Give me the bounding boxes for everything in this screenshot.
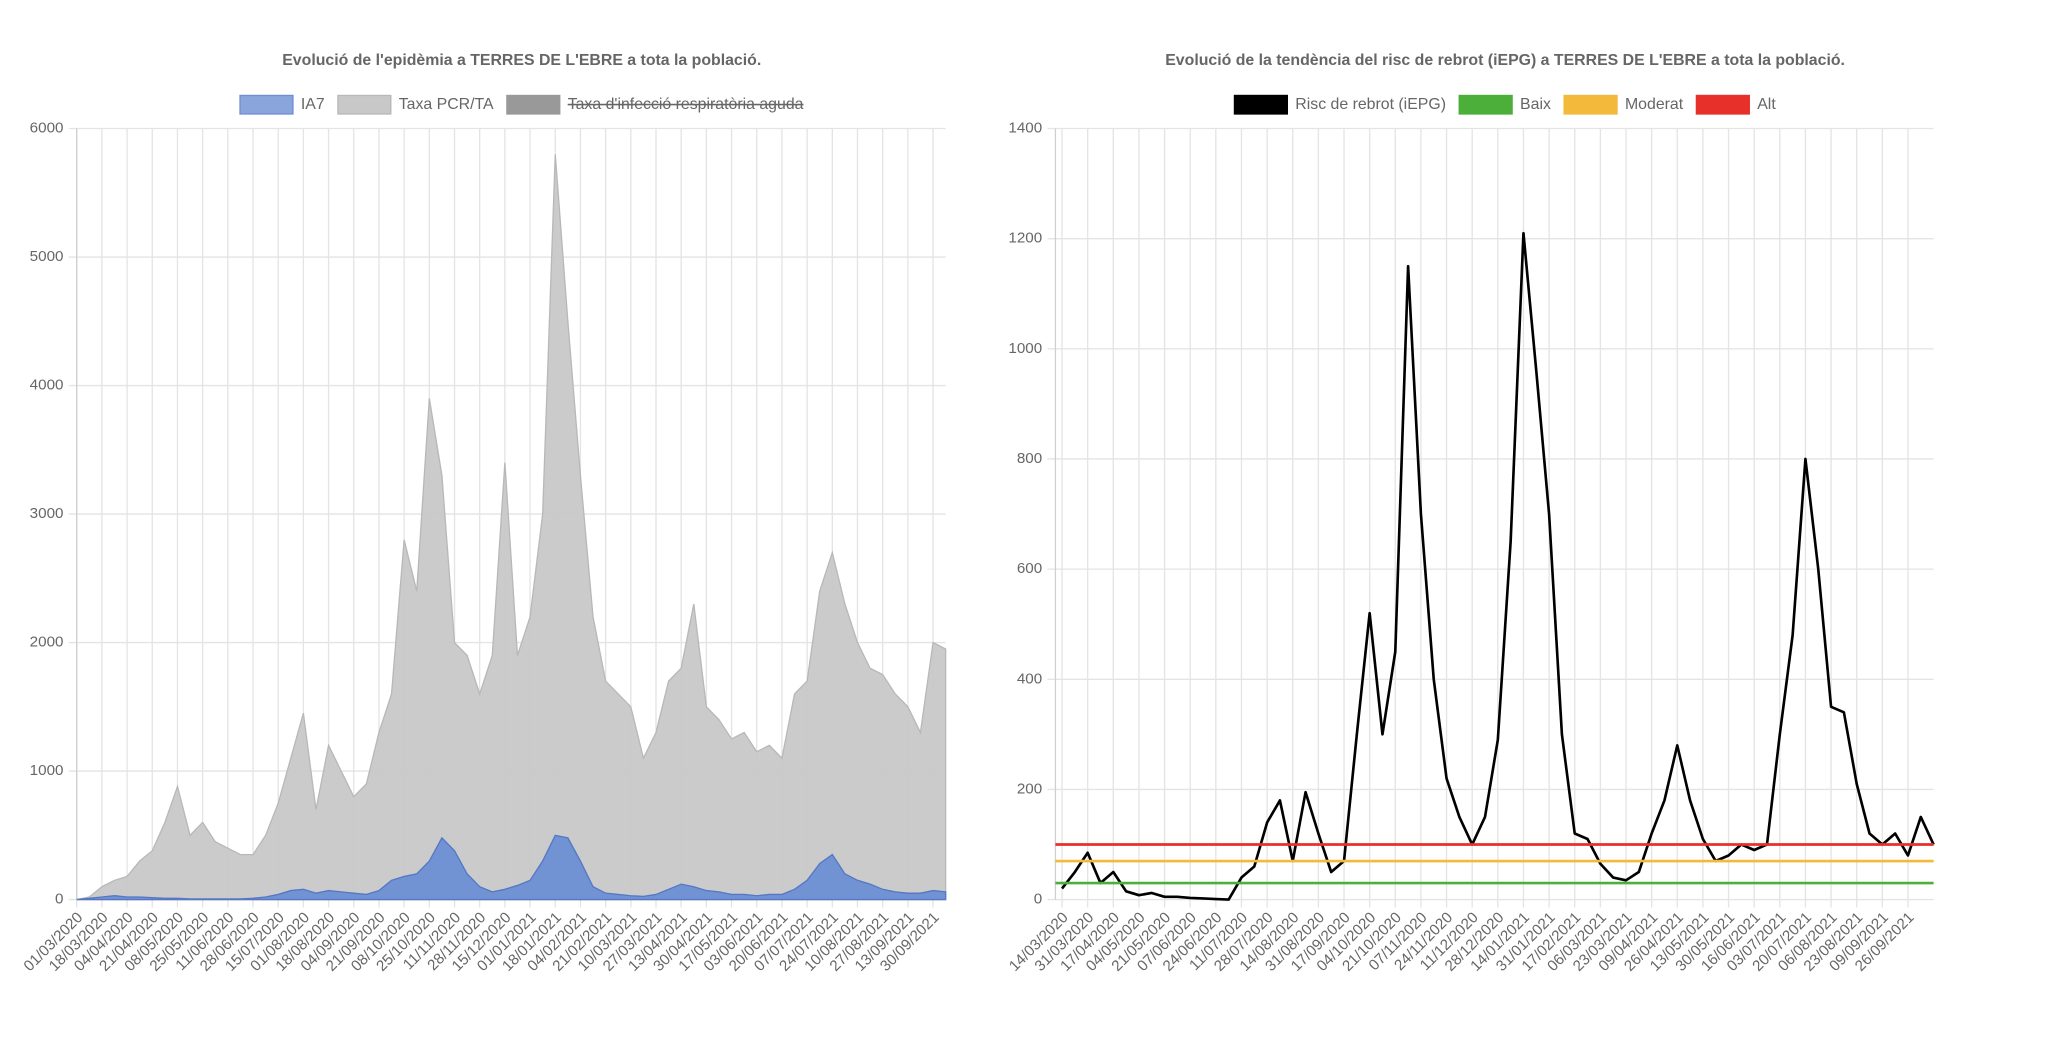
chart-panel: Evolució de la tendència del risc de reb… xyxy=(1006,52,1935,975)
legend-label: Alt xyxy=(1757,96,1776,113)
line xyxy=(1060,231,1935,901)
chart-panel: Evolució de l'epidèmia a TERRES DE L'EBR… xyxy=(21,52,947,975)
legend-swatch xyxy=(1563,94,1618,115)
y-tick-label: 2000 xyxy=(30,634,64,651)
legend-label: Taxa PCR/TA xyxy=(399,96,494,113)
y-tick-label: 0 xyxy=(1034,891,1042,908)
legend-swatch xyxy=(1695,94,1750,115)
legend-swatch xyxy=(1233,94,1289,115)
legend-label: Risc de rebrot (iEPG) xyxy=(1295,96,1446,113)
y-tick-label: 3000 xyxy=(30,505,64,522)
legend-swatch xyxy=(239,94,294,115)
legend-swatch xyxy=(337,94,392,115)
chart-title: Evolució de la tendència del risc de reb… xyxy=(1165,52,1845,69)
chart-title: Evolució de l'epidèmia a TERRES DE L'EBR… xyxy=(282,52,761,69)
legend-label: Moderat xyxy=(1625,96,1684,113)
y-tick-label: 0 xyxy=(55,891,63,908)
y-tick-label: 4000 xyxy=(30,377,64,394)
area xyxy=(76,834,947,901)
legend-label: IA7 xyxy=(301,96,325,113)
y-tick-label: 6000 xyxy=(30,120,64,137)
legend-label: Baix xyxy=(1520,96,1551,113)
y-tick-label: 1000 xyxy=(1008,340,1042,357)
y-tick-label: 600 xyxy=(1017,560,1042,577)
y-tick-label: 5000 xyxy=(30,248,64,265)
legend-swatch xyxy=(506,94,561,115)
y-tick-label: 800 xyxy=(1017,450,1042,467)
area xyxy=(76,154,947,901)
legend-label: Taxa d'infecció respiratòria aguda xyxy=(568,96,804,113)
y-tick-label: 200 xyxy=(1017,780,1042,797)
legend-swatch xyxy=(1458,94,1513,115)
y-tick-label: 1400 xyxy=(1008,120,1042,137)
y-tick-label: 1000 xyxy=(30,762,64,779)
y-tick-label: 1200 xyxy=(1008,230,1042,247)
y-tick-label: 400 xyxy=(1017,670,1042,687)
